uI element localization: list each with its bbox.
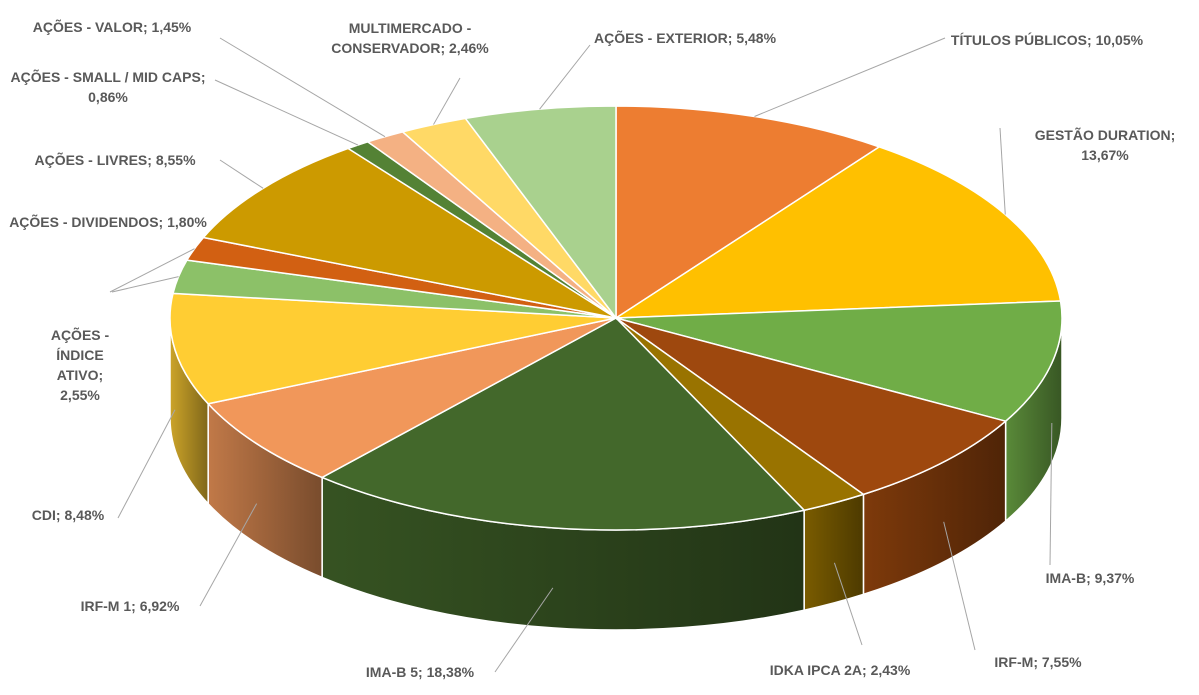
data-label: AÇÕES - LIVRES; 8,55% — [0, 150, 230, 170]
data-label: GESTÃO DURATION; 13,67% — [1020, 125, 1190, 165]
value-label: 6,92% — [139, 598, 180, 614]
data-label: AÇÕES - ÍNDICE ATIVO; 2,55% — [40, 325, 120, 405]
separator: ; — [1086, 570, 1095, 586]
value-label: 18,38% — [426, 664, 475, 680]
separator: ; — [1170, 127, 1176, 143]
category: TÍTULOS PÚBLICOS — [950, 32, 1088, 48]
value-label: 1,45% — [151, 19, 192, 35]
leader-line — [754, 37, 946, 117]
category: GESTÃO DURATION — [1034, 127, 1171, 143]
value-label: 8,55% — [155, 152, 196, 168]
leader-line — [943, 521, 976, 651]
category: IMA-B — [1045, 570, 1087, 586]
separator: ; — [158, 214, 168, 230]
value-label: 9,37% — [1094, 570, 1135, 586]
slice — [615, 105, 881, 320]
separator: ; — [1033, 654, 1042, 670]
separator: ; — [1087, 32, 1096, 48]
data-label: MULTIMERCADO - CONSERVADOR; 2,46% — [295, 18, 525, 58]
tops — [169, 105, 1063, 531]
data-label: IMA-B 5; 18,38% — [330, 662, 510, 682]
data-label: AÇÕES - EXTERIOR; 5,48% — [585, 28, 785, 48]
leader-line — [117, 409, 176, 519]
separator: ; — [142, 19, 152, 35]
data-label: CDI; 8,48% — [13, 505, 123, 525]
category: AÇÕES - DIVIDENDOS — [9, 214, 159, 230]
leader-line — [111, 276, 179, 293]
category: AÇÕES - LIVRES — [34, 152, 148, 168]
separator: ; — [55, 507, 65, 523]
category: IRF-M 1 — [80, 598, 132, 614]
data-label: IRF-M; 7,55% — [963, 652, 1113, 672]
slice — [615, 300, 1063, 423]
separator: ; — [727, 30, 737, 46]
category: IRF-M — [994, 654, 1034, 670]
leaders — [109, 37, 1053, 673]
value-label: 2,46% — [449, 40, 489, 56]
separator: ; — [147, 152, 156, 168]
data-label: IDKA IPCA 2A; 2,43% — [765, 660, 915, 680]
leader-line — [433, 77, 461, 125]
slice — [206, 317, 617, 479]
leader-line — [109, 248, 195, 293]
leader-line — [1049, 423, 1053, 566]
slice — [202, 147, 617, 319]
slice — [169, 292, 617, 405]
data-label: AÇÕES - SMALL / MID CAPS; 0,86% — [3, 67, 213, 107]
value-label: 5,48% — [736, 30, 777, 46]
leader-line — [199, 503, 258, 607]
separator: ; — [440, 40, 450, 56]
separator: ; — [98, 367, 104, 383]
leader-line — [219, 37, 386, 138]
category: AÇÕES - EXTERIOR — [593, 30, 728, 46]
category: MULTIMERCADO - CONSERVADOR — [331, 20, 472, 56]
leader-line — [833, 562, 863, 646]
value-label: 13,67% — [1081, 147, 1129, 163]
separator: ; — [200, 69, 206, 85]
leader-line — [494, 587, 554, 673]
value-label: 1,80% — [167, 214, 207, 230]
leader-line — [999, 127, 1006, 215]
value-label: 8,48% — [64, 507, 105, 523]
value-label: 7,55% — [1041, 654, 1082, 670]
data-label: IMA-B; 9,37% — [1015, 568, 1165, 588]
slice — [615, 317, 1008, 496]
category: IDKA IPCA 2A — [769, 662, 863, 678]
value-label: 10,05% — [1095, 32, 1144, 48]
data-label: IRF-M 1; 6,92% — [55, 596, 205, 616]
leader-line — [219, 159, 264, 189]
value-label: 0,86% — [88, 89, 128, 105]
separator: ; — [862, 662, 871, 678]
value-label: 2,43% — [870, 662, 911, 678]
leader-line — [539, 44, 591, 110]
value-label: 2,55% — [60, 387, 100, 403]
data-label: TÍTULOS PÚBLICOS; 10,05% — [947, 30, 1147, 50]
category: AÇÕES - VALOR — [32, 19, 143, 35]
separator: ; — [131, 598, 140, 614]
category: IMA-B 5 — [365, 664, 419, 680]
leader-line — [214, 79, 359, 146]
category: CDI — [31, 507, 56, 523]
data-label: AÇÕES - VALOR; 1,45% — [0, 17, 227, 37]
slice — [320, 317, 806, 531]
data-label: AÇÕES - DIVIDENDOS; 1,80% — [3, 212, 213, 232]
slice-side — [803, 493, 865, 612]
category: AÇÕES - ÍNDICE ATIVO — [50, 327, 110, 383]
separator: ; — [418, 664, 427, 680]
category: AÇÕES - SMALL / MID CAPS — [10, 69, 201, 85]
slice — [464, 105, 617, 321]
